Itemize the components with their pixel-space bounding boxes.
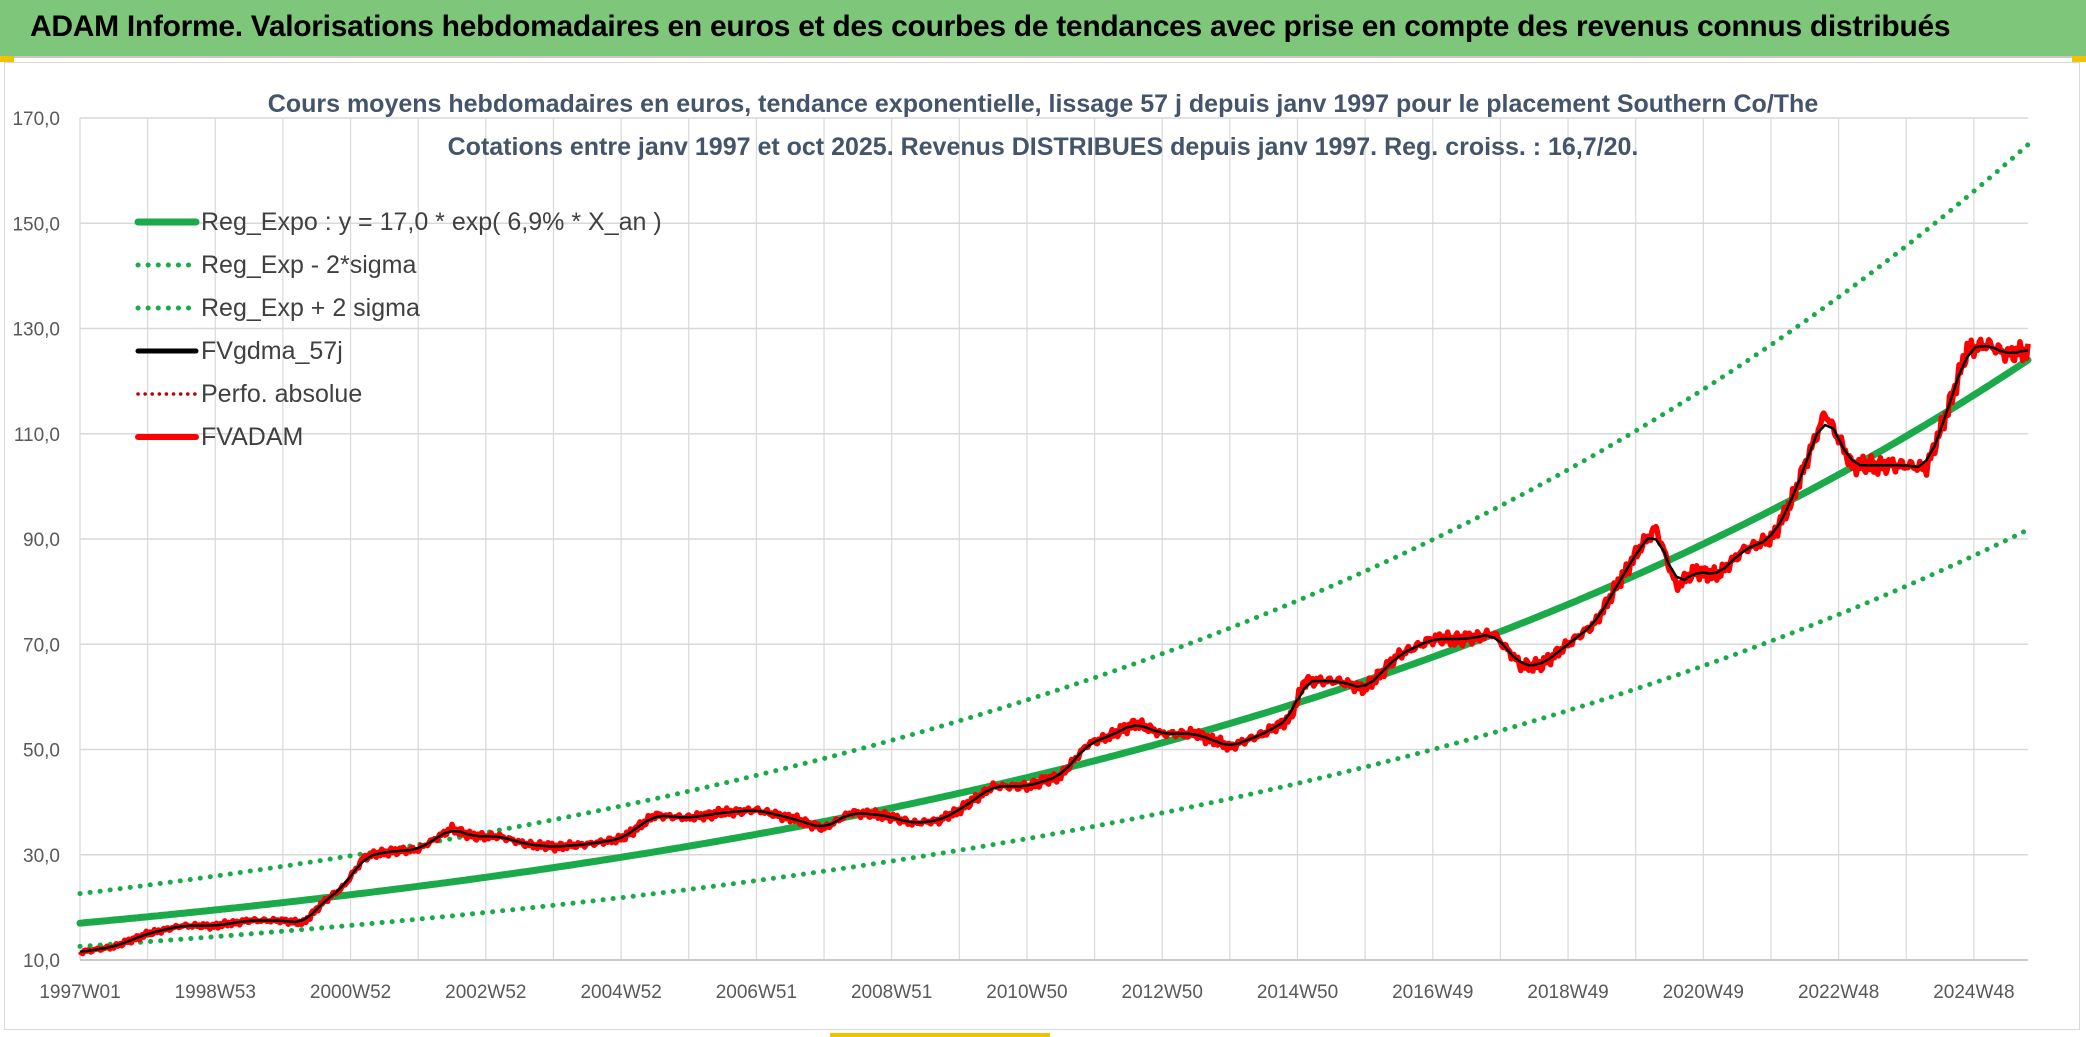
bottom-accent (830, 1033, 1050, 1037)
x-tick-label: 1998W53 (175, 982, 256, 1003)
series-fvadam (77, 336, 2031, 957)
y-tick-label: 30,0 (23, 846, 60, 867)
corner-accent-left (0, 56, 14, 62)
x-tick-label: 2024W48 (1933, 982, 2014, 1003)
y-tick-label: 170,0 (12, 109, 60, 130)
grid-layer (79, 117, 2028, 961)
legend-label: FVgdma_57j (201, 337, 343, 365)
x-tick-label: 2014W50 (1257, 982, 1338, 1003)
corner-accent-right (2072, 56, 2086, 62)
chart-area (4, 62, 2080, 1030)
legend: Reg_Expo : y = 17,0 * exp( 6,9% * X_an )… (134, 208, 662, 451)
x-tick-label: 2022W48 (1798, 982, 1879, 1003)
x-tick-label: 2000W52 (310, 982, 391, 1003)
legend-label: Perfo. absolue (201, 380, 362, 408)
x-tick-label: 1997W01 (39, 982, 120, 1003)
chart-subtitle: Cotations entre janv 1997 et oct 2025. R… (448, 133, 1639, 161)
y-tick-label: 130,0 (12, 320, 60, 341)
y-tick-label: 150,0 (12, 214, 60, 235)
legend-label: FVADAM (201, 423, 303, 451)
legend-label: Reg_Expo : y = 17,0 * exp( 6,9% * X_an ) (201, 208, 662, 236)
x-tick-label: 2008W51 (851, 982, 932, 1003)
x-tick-label: 2016W49 (1392, 982, 1473, 1003)
x-tick-label: 2020W49 (1663, 982, 1744, 1003)
series-layer (76, 142, 2032, 957)
series-fvgdma-57j (79, 345, 2029, 953)
report-banner: ADAM Informe. Valorisations hebdomadaire… (0, 0, 2086, 58)
y-tick-label: 110,0 (14, 425, 60, 446)
x-tick-label: 2004W52 (580, 982, 661, 1003)
legend-label: Reg_Exp + 2 sigma (201, 294, 420, 322)
y-tick-label: 90,0 (23, 530, 60, 551)
banner-title: ADAM Informe. Valorisations hebdomadaire… (30, 10, 1951, 43)
x-tick-label: 2012W50 (1122, 982, 1203, 1003)
x-tick-label: 2010W50 (986, 982, 1067, 1003)
series-reg-exp-minus-2sigma (77, 527, 2031, 949)
y-tick-label: 10,0 (23, 951, 60, 972)
series-reg-expo (76, 356, 2032, 927)
x-tick-label: 2002W52 (445, 982, 526, 1003)
x-tick-label: 2006W51 (716, 982, 797, 1003)
y-tick-label: 70,0 (23, 635, 60, 656)
x-tick-label: 2018W49 (1527, 982, 1608, 1003)
axis-layer: 10,0 30,0 50,0 70,0 90,0 110,0 130,0 150,0 170,0… (12, 109, 2028, 1003)
legend-label: Reg_Exp - 2*sigma (201, 251, 416, 279)
chart-title: Cours moyens hebdomadaires en euros, ten… (268, 90, 1819, 118)
y-tick-label: 50,0 (23, 741, 60, 762)
